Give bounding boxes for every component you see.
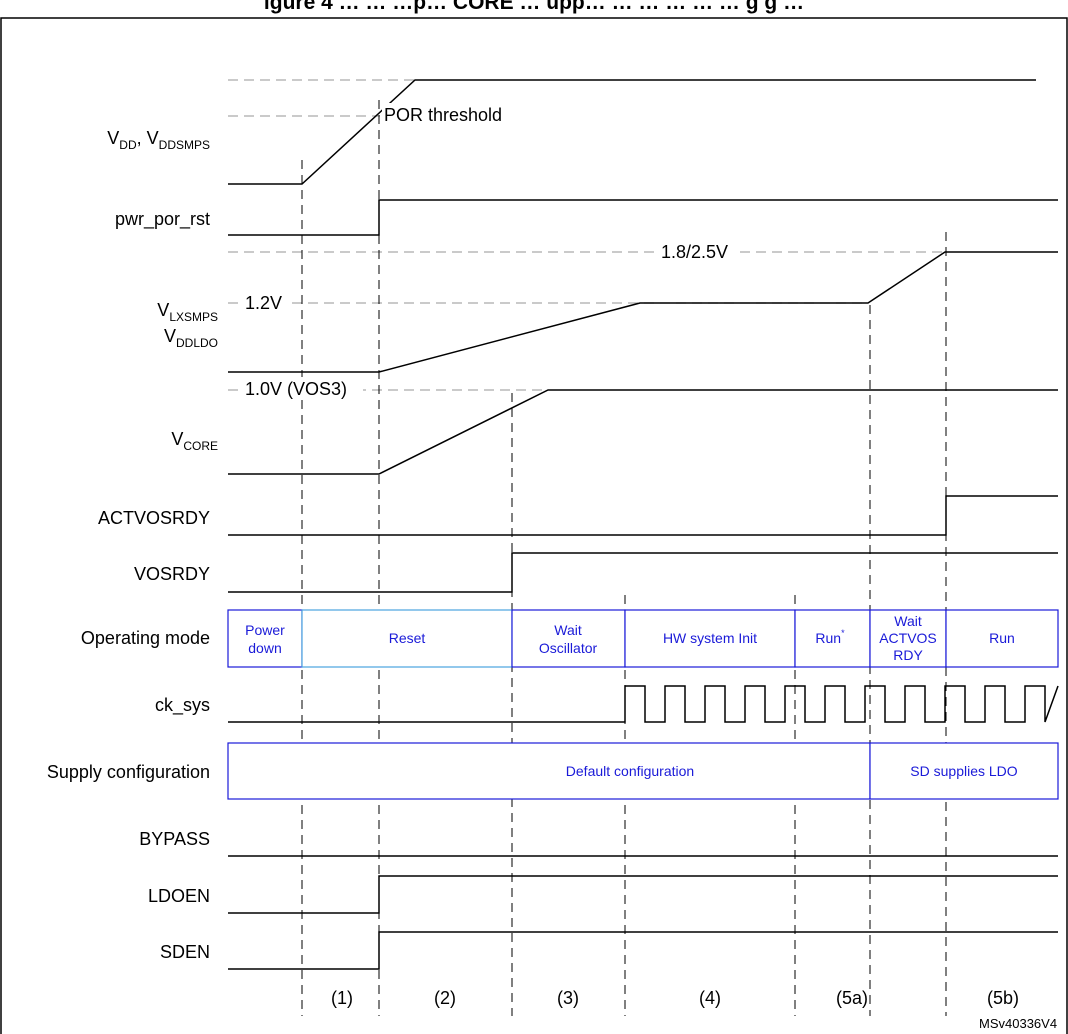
vcore-waveform xyxy=(228,389,1058,475)
ldoen-label: LDOEN xyxy=(148,886,210,906)
figure-header-fragment: igure 4 … … …p… CORE … upp… … … … … … g … xyxy=(263,0,805,14)
vdd-label: VDD, VDDSMPS xyxy=(107,128,210,152)
pwr-por-rst-label: pwr_por_rst xyxy=(115,209,210,230)
operating-mode-label: Operating mode xyxy=(81,628,210,648)
mode-hw-system-init-box xyxy=(624,609,796,668)
mode-reset-text: Reset xyxy=(389,630,426,646)
diagram-border xyxy=(0,17,1068,1034)
mode-wait-actvos-rdy-box xyxy=(869,609,947,668)
por-threshold-annotation: POR threshold xyxy=(384,105,502,125)
supply-sd-ldo-box xyxy=(869,742,1059,800)
supply-default-text: Default configuration xyxy=(566,763,694,779)
vddldo-label: VDDLDO xyxy=(164,326,218,350)
mode-wait-actvos-rdy-text: Wait ACTVOS RDY xyxy=(879,613,937,663)
v12-annotation: 1.2V xyxy=(245,293,282,313)
por-threshold-bg xyxy=(382,103,534,125)
sden-label: SDEN xyxy=(160,942,210,962)
operating-mode-bar xyxy=(227,609,1059,668)
mode-wait-oscillator-text: Wait Oscillator xyxy=(539,622,598,656)
supply-configuration-label: Supply configuration xyxy=(47,762,210,782)
phase-label-4: (4) xyxy=(699,988,721,1008)
actvosrdy-waveform xyxy=(228,495,1058,536)
pwr-por-rst-waveform xyxy=(228,199,1058,236)
vlxsmps-label: VLXSMPS xyxy=(157,300,218,324)
mode-wait-oscillator-box xyxy=(511,609,626,668)
v18-25-annotation: 1.8/2.5V xyxy=(661,242,728,262)
vosrdy-waveform xyxy=(228,552,1058,593)
mode-run-box xyxy=(945,609,1059,668)
actvosrdy-label: ACTVOSRDY xyxy=(98,508,210,528)
sden-waveform xyxy=(228,931,1058,970)
supply-sd-ldo-text: SD supplies LDO xyxy=(910,763,1017,779)
mode-hw-system-init-text: HW system Init xyxy=(663,630,757,646)
v10-bg xyxy=(243,377,363,399)
supply-default-box xyxy=(227,742,871,800)
phase-label-5a: (5a) xyxy=(836,988,868,1008)
figure-reference: MSv40336V4 xyxy=(979,1016,1057,1031)
phase-label-3: (3) xyxy=(557,988,579,1008)
vcore-label: VCORE xyxy=(171,429,218,453)
ck-sys-label: ck_sys xyxy=(155,695,210,716)
phase-label-5b: (5b) xyxy=(987,988,1019,1008)
v18-bg xyxy=(658,240,740,262)
mode-power-down-box xyxy=(227,609,303,668)
ck-sys-waveform xyxy=(228,685,1059,723)
phase-label-2: (2) xyxy=(434,988,456,1008)
mode-run-text: Run xyxy=(989,630,1015,646)
bypass-label: BYPASS xyxy=(139,829,210,849)
vosrdy-label: VOSRDY xyxy=(134,564,210,584)
v10-vos3-annotation: 1.0V (VOS3) xyxy=(245,379,347,399)
mode-power-down-text: Power down xyxy=(245,622,285,656)
vdd-waveform xyxy=(228,79,1036,185)
mode-run-star-box xyxy=(794,609,871,668)
vlxsmps-waveform xyxy=(228,251,1058,373)
phase-label-1: (1) xyxy=(331,988,353,1008)
ldoen-waveform xyxy=(228,875,1058,914)
v12-bg xyxy=(243,291,289,313)
mode-run-star-text: Run* xyxy=(815,628,845,646)
